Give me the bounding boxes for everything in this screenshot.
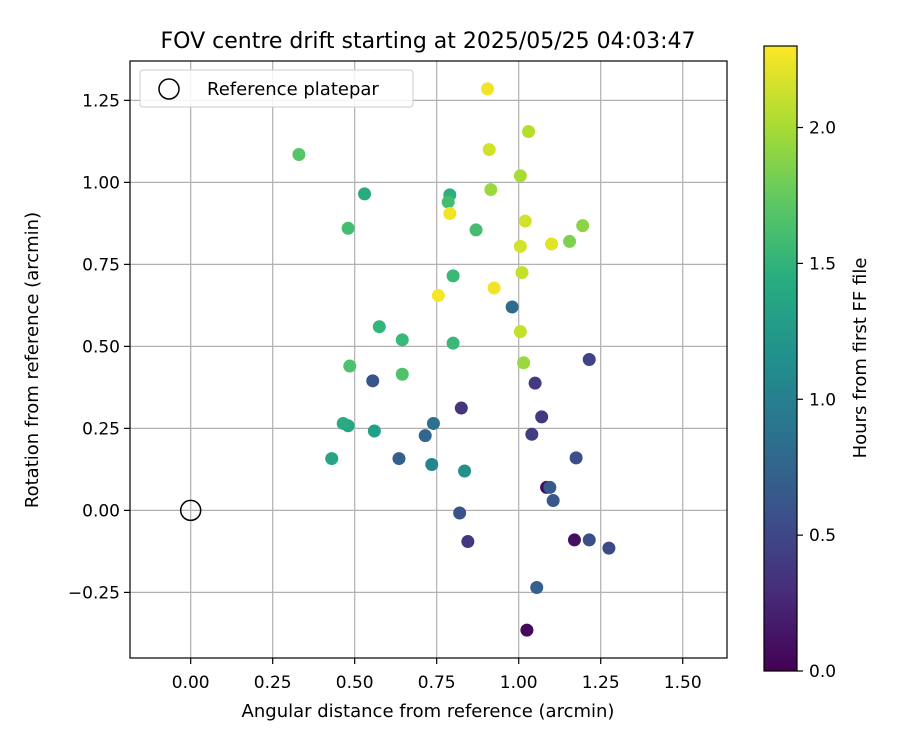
data-point xyxy=(425,457,439,471)
data-point xyxy=(530,580,544,594)
x-tick-label: 1.50 xyxy=(664,673,702,693)
data-point xyxy=(546,494,560,508)
data-points xyxy=(292,82,616,637)
data-point xyxy=(522,125,536,139)
data-point xyxy=(563,234,577,248)
data-point xyxy=(515,266,529,280)
data-point xyxy=(372,320,386,334)
x-tick-label: 1.00 xyxy=(500,673,538,693)
colorbar-tick-label: 2.0 xyxy=(809,119,836,139)
colorbar: 0.0 0.5 1.0 1.5 2.0 Hours from first FF file xyxy=(763,45,871,682)
data-point xyxy=(325,452,339,466)
data-point xyxy=(513,169,527,183)
x-tick-label: 0.00 xyxy=(172,673,210,693)
y-tick-label: 1.00 xyxy=(82,173,120,193)
y-tick-label: −0.25 xyxy=(68,583,120,603)
data-point xyxy=(367,424,381,438)
legend-label: Reference platepar xyxy=(207,79,379,100)
data-point xyxy=(443,207,457,221)
data-point xyxy=(441,195,455,209)
data-point xyxy=(545,237,559,251)
data-point xyxy=(453,506,467,520)
y-tick-label: 0.25 xyxy=(82,419,120,439)
x-tick-label: 0.25 xyxy=(254,673,292,693)
y-tick-label: 0.00 xyxy=(82,501,120,521)
x-tick-label: 1.25 xyxy=(582,673,620,693)
data-point xyxy=(454,401,468,415)
data-point xyxy=(446,336,460,350)
x-tick-label: 0.75 xyxy=(418,673,456,693)
data-point xyxy=(418,429,432,443)
data-point xyxy=(341,221,355,235)
grid-lines xyxy=(130,61,727,658)
data-point xyxy=(336,416,350,430)
legend: Reference platepar xyxy=(139,69,414,108)
data-point xyxy=(392,452,406,466)
data-point xyxy=(292,147,306,161)
data-point xyxy=(426,416,440,430)
data-point xyxy=(395,367,409,381)
y-axis-label: Rotation from reference (arcmin) xyxy=(22,212,43,508)
data-point xyxy=(461,535,475,549)
data-point xyxy=(567,533,581,547)
colorbar-tick-label: 0.0 xyxy=(809,662,836,682)
data-point xyxy=(487,281,501,295)
x-axis-ticks: 0.00 0.25 0.50 0.75 1.00 1.25 1.50 xyxy=(172,658,702,693)
data-point xyxy=(582,353,596,366)
legend-box xyxy=(139,69,414,108)
data-point xyxy=(431,289,445,303)
data-point xyxy=(469,223,483,237)
data-point xyxy=(446,269,460,283)
plot-frame xyxy=(129,60,728,659)
data-point xyxy=(482,143,496,157)
data-point xyxy=(481,82,495,96)
data-point xyxy=(543,480,557,494)
colorbar-gradient xyxy=(763,45,798,672)
data-point xyxy=(366,374,380,388)
data-point xyxy=(520,623,534,637)
data-point xyxy=(343,359,357,373)
data-point xyxy=(535,410,549,424)
chart-title: FOV centre drift starting at 2025/05/25 … xyxy=(161,29,696,54)
y-tick-label: 1.25 xyxy=(82,91,120,111)
x-tick-label: 0.50 xyxy=(336,673,374,693)
legend-marker xyxy=(158,78,180,100)
y-axis-ticks: −0.25 0.00 0.25 0.50 0.75 1.00 1.25 xyxy=(68,91,130,603)
data-point xyxy=(484,183,498,197)
colorbar-ticks: 0.0 0.5 1.0 1.5 2.0 xyxy=(797,119,836,682)
data-point xyxy=(528,376,542,390)
reference-platepar-marker xyxy=(179,499,202,522)
data-point xyxy=(518,214,532,228)
data-point xyxy=(602,541,616,555)
colorbar-tick-label: 0.5 xyxy=(809,526,836,546)
colorbar-label: Hours from first FF file xyxy=(850,258,871,459)
data-point xyxy=(358,187,372,201)
colorbar-tick-label: 1.5 xyxy=(809,254,836,274)
data-point xyxy=(395,333,409,347)
colorbar-tick-label: 1.0 xyxy=(809,390,836,410)
data-point xyxy=(525,427,539,441)
data-point xyxy=(517,356,531,370)
x-axis-label: Angular distance from reference (arcmin) xyxy=(242,701,615,722)
data-point xyxy=(458,464,472,478)
data-point xyxy=(505,300,519,314)
data-point xyxy=(513,239,527,253)
data-point xyxy=(576,219,590,233)
data-point xyxy=(569,451,583,465)
y-tick-label: 0.50 xyxy=(82,337,120,357)
data-point xyxy=(513,325,527,339)
data-point xyxy=(582,533,596,547)
y-tick-label: 0.75 xyxy=(82,255,120,275)
